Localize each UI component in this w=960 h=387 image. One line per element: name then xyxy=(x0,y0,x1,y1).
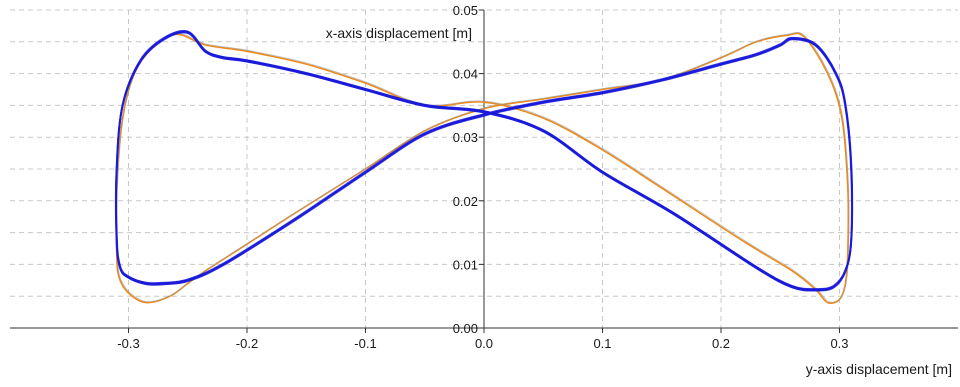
x-tick-label: -0.2 xyxy=(236,336,258,351)
y-tick-label: 0.02 xyxy=(453,194,478,209)
grid xyxy=(10,9,958,328)
x-tick-label: -0.1 xyxy=(354,336,376,351)
y-tick-label: 0.00 xyxy=(453,321,478,336)
x-tick-label: 0.0 xyxy=(475,336,493,351)
ticks: -0.3 -0.2 -0.1 0.0 0.1 0.2 0.3 0.00 0.01 0.02 0.03… xyxy=(117,3,848,351)
x-tick-label: 0.2 xyxy=(712,336,730,351)
x-tick-label: 0.3 xyxy=(830,336,848,351)
series-line-blue xyxy=(115,29,853,290)
series xyxy=(114,29,854,304)
y-tick-label: 0.03 xyxy=(453,130,478,145)
x-tick-label: 0.1 xyxy=(593,336,611,351)
x-tick-label: -0.3 xyxy=(117,336,139,351)
series-line-blue xyxy=(115,32,853,292)
y-tick-label: 0.05 xyxy=(453,3,478,18)
y-tick-label: 0.01 xyxy=(453,257,478,272)
series-line-blue xyxy=(114,31,852,292)
y-axis-title: x-axis displacement [m] xyxy=(326,25,472,41)
x-axis-title: y-axis displacement [m] xyxy=(806,361,952,377)
series-line-blue xyxy=(116,30,854,290)
y-tick-label: 0.04 xyxy=(453,67,478,82)
